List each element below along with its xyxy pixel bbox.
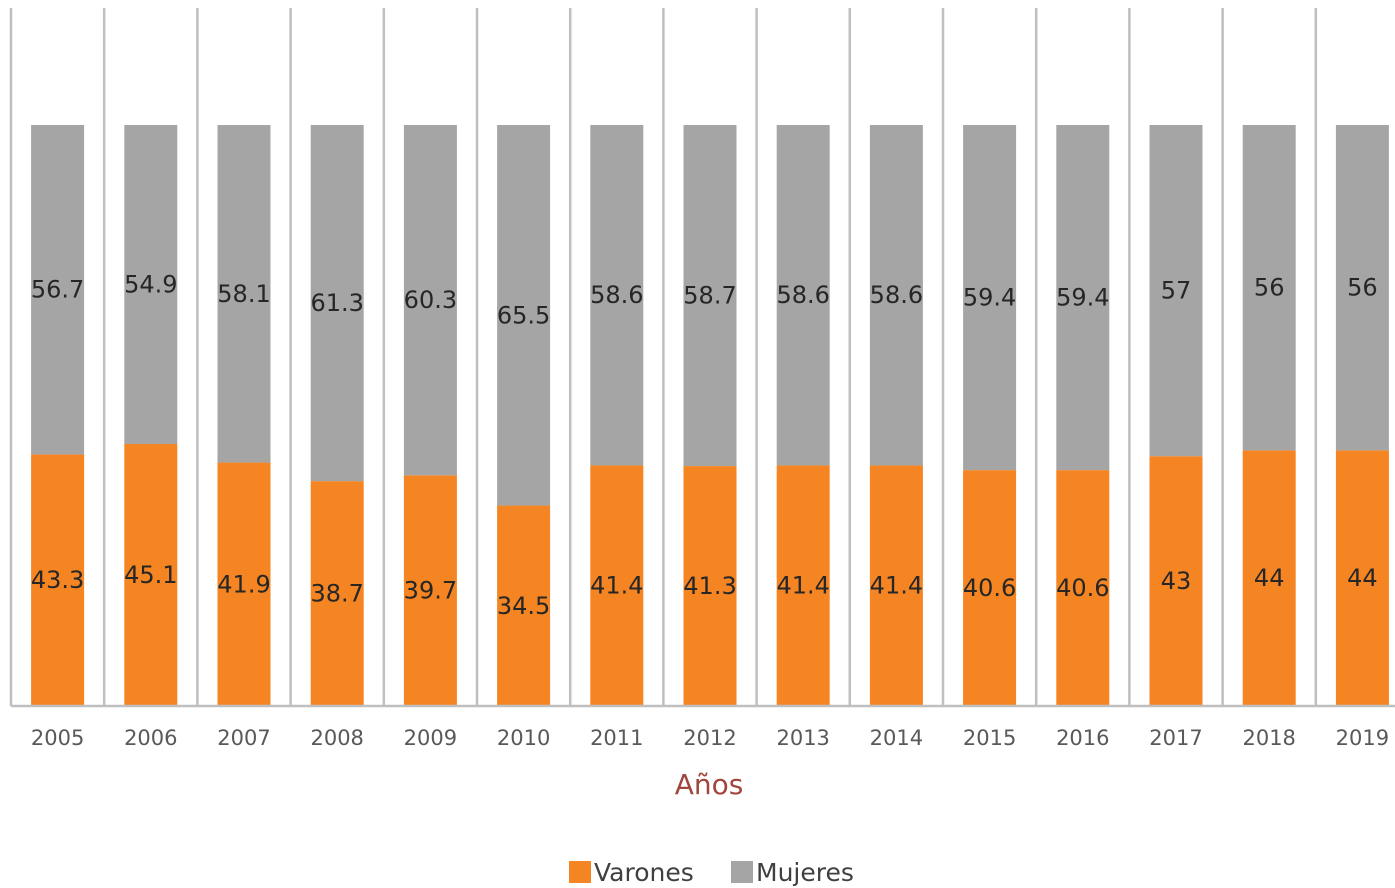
x-tick-label-2007: 2007 <box>217 726 270 750</box>
bar-mujeres-2008 <box>310 125 364 482</box>
bar-varones-2010 <box>497 505 551 706</box>
data-label-varones-2010: 34.5 <box>497 592 550 620</box>
data-label-varones-2015: 40.6 <box>963 574 1016 602</box>
bar-varones-2011 <box>590 465 644 706</box>
bar-mujeres-2017 <box>1149 125 1203 457</box>
data-label-varones-2017: 43 <box>1161 567 1192 595</box>
data-label-varones-2014: 41.4 <box>870 572 923 600</box>
data-label-mujeres-2012: 58.7 <box>683 282 736 310</box>
bar-varones-2018 <box>1242 450 1296 706</box>
x-tick-label-2011: 2011 <box>590 726 643 750</box>
bar-mujeres-2009 <box>403 125 457 476</box>
x-axis-title: Años <box>675 768 744 801</box>
bar-varones-2007 <box>217 462 271 706</box>
legend-label-varones: Varones <box>594 858 694 887</box>
data-label-varones-2009: 39.7 <box>404 577 457 605</box>
data-label-mujeres-2016: 59.4 <box>1056 284 1109 312</box>
data-label-varones-2013: 41.4 <box>776 572 829 600</box>
data-label-varones-2019: 44 <box>1347 564 1378 592</box>
bar-mujeres-2006 <box>124 125 178 444</box>
x-tick-label-2008: 2008 <box>310 726 363 750</box>
bar-varones-2013 <box>776 465 830 706</box>
data-label-mujeres-2009: 60.3 <box>404 286 457 314</box>
bar-varones-2017 <box>1149 456 1203 706</box>
bar-varones-2009 <box>403 475 457 706</box>
data-label-varones-2011: 41.4 <box>590 572 643 600</box>
bar-varones-2008 <box>310 481 364 706</box>
bar-mujeres-2012 <box>683 125 737 467</box>
data-label-mujeres-2005: 56.7 <box>31 276 84 304</box>
bar-mujeres-2005 <box>31 125 85 455</box>
legend-label-mujeres: Mujeres <box>756 858 854 887</box>
data-label-mujeres-2006: 54.9 <box>124 270 177 298</box>
data-labels: 43.3 56.7 45.1 54.9 41.9 58.1 38.7 61.3 39.7 60.3… <box>31 270 1378 619</box>
data-label-mujeres-2015: 59.4 <box>963 284 1016 312</box>
data-label-mujeres-2007: 58.1 <box>217 280 270 308</box>
bar-mujeres-2011 <box>590 125 644 466</box>
bar-mujeres-2007 <box>217 125 271 463</box>
bar-varones-2014 <box>869 465 923 706</box>
bar-varones-2015 <box>963 470 1017 706</box>
data-label-varones-2007: 41.9 <box>217 570 270 598</box>
x-tick-label-2017: 2017 <box>1149 726 1202 750</box>
data-label-mujeres-2010: 65.5 <box>497 301 550 329</box>
legend: Varones Mujeres <box>569 858 854 887</box>
bar-mujeres-2013 <box>776 125 830 466</box>
gridlines <box>9 8 1318 706</box>
data-label-varones-2006: 45.1 <box>124 561 177 589</box>
bar-mujeres-2014 <box>869 125 923 466</box>
bars <box>31 125 1389 706</box>
data-label-mujeres-2017: 57 <box>1161 277 1192 305</box>
data-label-varones-2016: 40.6 <box>1056 574 1109 602</box>
data-label-mujeres-2014: 58.6 <box>870 281 923 309</box>
data-label-varones-2018: 44 <box>1254 564 1285 592</box>
x-tick-label-2014: 2014 <box>870 726 923 750</box>
legend-swatch-mujeres <box>731 861 753 883</box>
data-label-mujeres-2008: 61.3 <box>310 289 363 317</box>
x-tick-label-2009: 2009 <box>404 726 457 750</box>
x-tick-label-2012: 2012 <box>683 726 736 750</box>
data-label-varones-2005: 43.3 <box>31 566 84 594</box>
x-tick-label-2018: 2018 <box>1242 726 1295 750</box>
bar-varones-2019 <box>1335 450 1389 706</box>
data-label-varones-2008: 38.7 <box>310 580 363 608</box>
x-tick-label-2019: 2019 <box>1336 726 1389 750</box>
bar-varones-2006 <box>124 443 178 706</box>
bar-mujeres-2016 <box>1056 125 1110 471</box>
x-tick-label-2015: 2015 <box>963 726 1016 750</box>
x-tick-label-2010: 2010 <box>497 726 550 750</box>
bar-varones-2012 <box>683 466 737 706</box>
bar-mujeres-2018 <box>1242 125 1296 451</box>
x-tick-label-2013: 2013 <box>776 726 829 750</box>
data-label-mujeres-2013: 58.6 <box>776 281 829 309</box>
bar-mujeres-2019 <box>1335 125 1389 451</box>
x-axis: 2005 2006 2007 2008 2009 2010 2011 2012 2013 2014… <box>11 704 1395 750</box>
data-label-mujeres-2019: 56 <box>1347 274 1378 302</box>
data-label-mujeres-2018: 56 <box>1254 274 1285 302</box>
bar-mujeres-2010 <box>497 125 551 506</box>
bar-mujeres-2015 <box>963 125 1017 471</box>
bar-varones-2005 <box>31 454 85 706</box>
legend-swatch-varones <box>569 861 591 883</box>
x-tick-label-2005: 2005 <box>31 726 84 750</box>
data-label-varones-2012: 41.3 <box>683 572 736 600</box>
x-tick-label-2016: 2016 <box>1056 726 1109 750</box>
x-tick-label-2006: 2006 <box>124 726 177 750</box>
bar-varones-2016 <box>1056 470 1110 706</box>
data-label-mujeres-2011: 58.6 <box>590 281 643 309</box>
